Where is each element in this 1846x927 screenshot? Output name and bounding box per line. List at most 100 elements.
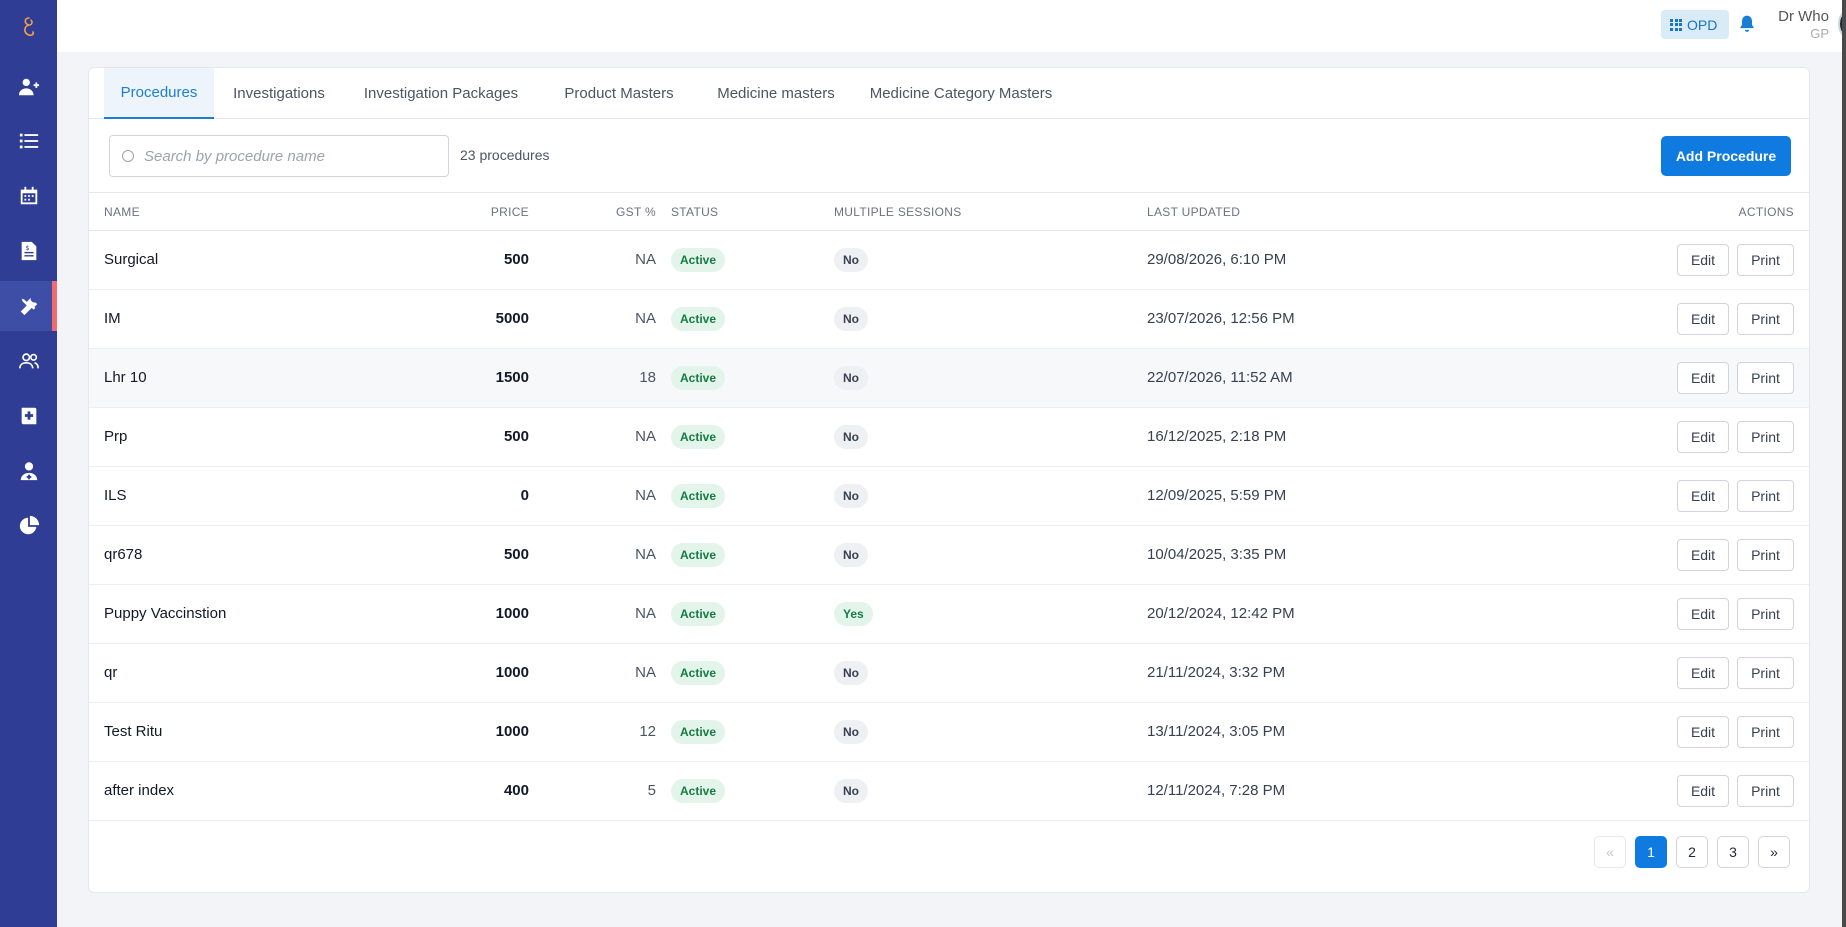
- edit-button[interactable]: Edit: [1677, 244, 1729, 276]
- procedures-card: Procedures Investigations Investigation …: [88, 67, 1810, 893]
- svg-text:$: $: [25, 244, 29, 252]
- edit-button[interactable]: Edit: [1677, 539, 1729, 571]
- print-button[interactable]: Print: [1737, 716, 1794, 748]
- last-updated: 23/07/2026, 12:56 PM: [1147, 310, 1295, 327]
- tab-product-masters[interactable]: Product Masters: [564, 85, 674, 102]
- edit-button[interactable]: Edit: [1677, 657, 1729, 689]
- print-button[interactable]: Print: [1737, 598, 1794, 630]
- tab-medicine-category-masters[interactable]: Medicine Category Masters: [869, 85, 1053, 102]
- column-name[interactable]: NAME: [104, 205, 140, 219]
- print-button[interactable]: Print: [1737, 775, 1794, 807]
- edit-button[interactable]: Edit: [1677, 716, 1729, 748]
- column-status[interactable]: STATUS: [671, 205, 719, 219]
- edit-button[interactable]: Edit: [1677, 362, 1729, 394]
- last-updated: 10/04/2025, 3:35 PM: [1147, 546, 1287, 563]
- column-last-updated[interactable]: LAST UPDATED: [1147, 205, 1241, 219]
- sidebar-item-records[interactable]: [0, 391, 57, 441]
- window-edge: [1842, 0, 1846, 927]
- sidebar-item-list[interactable]: [0, 116, 57, 166]
- procedure-name: Puppy Vaccinstion: [104, 605, 227, 622]
- pagination-next[interactable]: »: [1758, 836, 1790, 868]
- last-updated: 12/11/2024, 7:28 PM: [1147, 782, 1286, 799]
- procedure-name: ILS: [104, 487, 127, 504]
- medical-book-icon: [21, 407, 36, 425]
- user-role: GP: [1810, 26, 1829, 41]
- sessions-badge: No: [834, 307, 868, 331]
- tab-medicine-masters[interactable]: Medicine masters: [717, 85, 835, 102]
- users-icon: [18, 353, 39, 369]
- sessions-badge: No: [834, 720, 868, 744]
- sidebar-item-billing[interactable]: $: [0, 226, 57, 276]
- table-row: Test Ritu 1000 12 Active No 13/11/2024, …: [89, 703, 1809, 762]
- table-row: Puppy Vaccinstion 1000 NA Active Yes 20/…: [89, 585, 1809, 644]
- last-updated: 22/07/2026, 11:52 AM: [1147, 369, 1293, 386]
- pagination-page-2[interactable]: 2: [1676, 836, 1708, 868]
- edit-button[interactable]: Edit: [1677, 421, 1729, 453]
- procedure-gst: NA: [635, 664, 656, 681]
- tab-investigation-packages[interactable]: Investigation Packages: [363, 85, 519, 102]
- status-badge: Active: [671, 307, 726, 331]
- procedure-name: qr: [104, 664, 118, 681]
- invoice-icon: $: [21, 241, 36, 261]
- print-button[interactable]: Print: [1737, 480, 1794, 512]
- sidebar-item-staff[interactable]: [0, 336, 57, 386]
- sessions-badge: No: [834, 779, 868, 803]
- procedure-gst: NA: [635, 251, 656, 268]
- user-plus-icon: [18, 78, 39, 96]
- print-button[interactable]: Print: [1737, 362, 1794, 394]
- sidebar-item-masters[interactable]: [0, 281, 57, 331]
- edit-button[interactable]: Edit: [1677, 303, 1729, 335]
- table-row: Surgical 500 NA Active No 29/08/2026, 6:…: [89, 231, 1809, 290]
- last-updated: 12/09/2025, 5:59 PM: [1147, 487, 1287, 504]
- search-input[interactable]: [144, 147, 434, 165]
- opd-label: OPD: [1687, 16, 1718, 33]
- procedure-price: 500: [503, 428, 529, 445]
- last-updated: 20/12/2024, 12:42 PM: [1147, 605, 1295, 622]
- notifications-button[interactable]: [1737, 14, 1757, 34]
- sidebar-item-reports[interactable]: [0, 501, 57, 551]
- tab-investigations[interactable]: Investigations: [233, 85, 325, 102]
- logo-icon: [23, 17, 34, 37]
- sidebar-item-doctors[interactable]: [0, 446, 57, 496]
- edit-button[interactable]: Edit: [1677, 775, 1729, 807]
- procedure-price: 500: [503, 546, 529, 563]
- last-updated: 13/11/2024, 3:05 PM: [1147, 723, 1286, 740]
- master-tabs: Procedures Investigations Investigation …: [89, 68, 1809, 119]
- last-updated: 21/11/2024, 3:32 PM: [1147, 664, 1286, 681]
- print-button[interactable]: Print: [1737, 539, 1794, 571]
- procedure-price: 500: [503, 251, 529, 268]
- pagination-page-3[interactable]: 3: [1717, 836, 1749, 868]
- print-button[interactable]: Print: [1737, 303, 1794, 335]
- pagination-page-1[interactable]: 1: [1635, 836, 1667, 868]
- add-procedure-button[interactable]: Add Procedure: [1661, 136, 1791, 176]
- top-bar: OPD Dr Who GP: [57, 0, 1846, 52]
- edit-button[interactable]: Edit: [1677, 480, 1729, 512]
- procedure-gst: 5: [647, 782, 656, 799]
- status-badge: Active: [671, 366, 726, 390]
- procedure-count: 23 procedures: [460, 147, 550, 163]
- print-button[interactable]: Print: [1737, 657, 1794, 689]
- sessions-badge: No: [834, 484, 868, 508]
- procedure-price: 400: [503, 782, 529, 799]
- app-logo[interactable]: [0, 8, 57, 46]
- pagination-prev[interactable]: «: [1594, 836, 1626, 868]
- table-row: Prp 500 NA Active No 16/12/2025, 2:18 PM…: [89, 408, 1809, 467]
- column-multiple-sessions[interactable]: MULTIPLE SESSIONS: [834, 205, 962, 219]
- last-updated: 16/12/2025, 2:18 PM: [1147, 428, 1287, 445]
- edit-button[interactable]: Edit: [1677, 598, 1729, 630]
- sidebar-item-add-patient[interactable]: [0, 62, 57, 112]
- column-price[interactable]: PRICE: [490, 205, 529, 219]
- print-button[interactable]: Print: [1737, 244, 1794, 276]
- print-button[interactable]: Print: [1737, 421, 1794, 453]
- procedure-price: 1000: [495, 723, 529, 740]
- search-icon: [122, 150, 134, 162]
- procedure-price: 1000: [495, 605, 529, 622]
- status-badge: Active: [671, 543, 726, 567]
- table-header: NAME PRICE GST % STATUS MULTIPLE SESSION…: [89, 192, 1809, 231]
- procedure-name: IM: [104, 310, 121, 327]
- column-gst[interactable]: GST %: [616, 205, 656, 219]
- tab-procedures[interactable]: Procedures: [104, 68, 214, 119]
- opd-switch-button[interactable]: OPD: [1661, 10, 1729, 39]
- bell-icon: [1740, 15, 1754, 32]
- sidebar-item-calendar[interactable]: [0, 171, 57, 221]
